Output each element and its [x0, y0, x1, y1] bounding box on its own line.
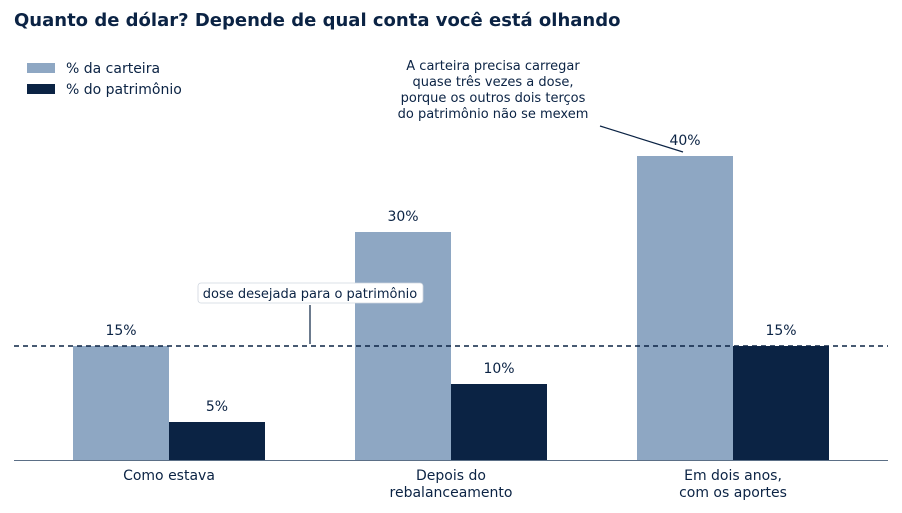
- data-labels: 15% 30% 40% 5% 10% 15%: [105, 133, 796, 415]
- annotation-group: A carteira precisa carregar quase três ve…: [398, 59, 684, 153]
- data-label-patrimonio-2: 15%: [765, 323, 796, 339]
- annotation-text: A carteira precisa carregar quase três ve…: [398, 59, 589, 122]
- annotation-line: do patrimônio não se mexem: [398, 107, 589, 122]
- chart-title: Quanto de dólar? Depende de qual conta v…: [14, 10, 621, 31]
- x-tick-label-0: Como estava: [123, 468, 215, 484]
- x-tick-label-2: Em dois anos, com os aportes: [679, 468, 787, 501]
- legend-label-carteira: % da carteira: [66, 61, 160, 77]
- legend-swatch-patrimonio: [27, 84, 55, 94]
- data-label-patrimonio-1: 10%: [483, 361, 514, 377]
- data-label-carteira-1: 30%: [387, 209, 418, 225]
- reference-line-group: dose desejada para o patrimônio: [14, 282, 888, 347]
- annotation-line: quase três vezes a dose,: [412, 75, 573, 90]
- bar-patrimonio-0: [169, 422, 265, 460]
- bars: [73, 156, 829, 460]
- legend-label-patrimonio: % do patrimônio: [66, 82, 182, 98]
- data-label-carteira-2: 40%: [669, 133, 700, 149]
- annotation-line: porque os outros dois terços: [401, 91, 586, 106]
- bar-carteira-2: [637, 156, 733, 460]
- data-label-carteira-0: 15%: [105, 323, 136, 339]
- bar-carteira-0: [73, 346, 169, 460]
- legend-swatch-carteira: [27, 63, 55, 73]
- reference-line-label: dose desejada para o patrimônio: [203, 287, 418, 302]
- reference-label-box: [197, 282, 424, 304]
- x-tick-label-line: Em dois anos,: [684, 468, 782, 484]
- x-tick-label-line: Depois do: [416, 468, 486, 484]
- x-tick-label-line: com os aportes: [679, 485, 787, 501]
- x-tick-label-line: Como estava: [123, 468, 215, 484]
- x-tick-label-1: Depois do rebalanceamento: [390, 468, 513, 501]
- annotation-arrow: [599, 125, 684, 153]
- legend: % da carteira % do patrimônio: [27, 61, 182, 98]
- x-tick-label-line: rebalanceamento: [390, 485, 513, 501]
- annotation-line: A carteira precisa carregar: [406, 59, 580, 74]
- data-label-patrimonio-0: 5%: [206, 399, 228, 415]
- bar-patrimonio-2: [733, 346, 829, 460]
- x-axis: Como estava Depois do rebalanceamento Em do…: [14, 460, 888, 501]
- bar-patrimonio-1: [451, 384, 547, 460]
